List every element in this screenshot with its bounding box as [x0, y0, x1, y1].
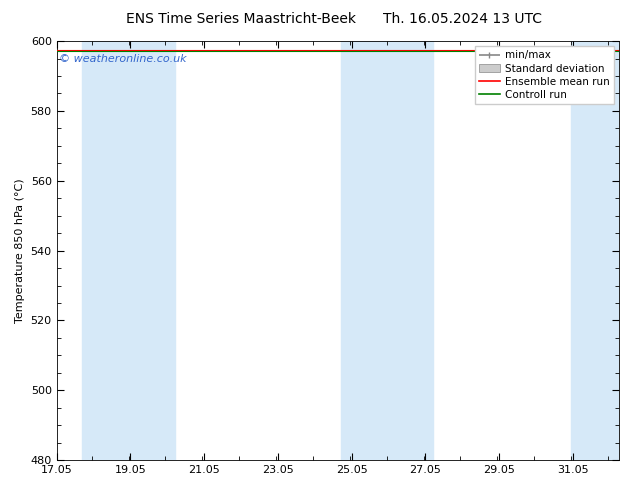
Text: ENS Time Series Maastricht-Beek: ENS Time Series Maastricht-Beek — [126, 12, 356, 26]
Legend: min/max, Standard deviation, Ensemble mean run, Controll run: min/max, Standard deviation, Ensemble me… — [475, 46, 614, 104]
Text: © weatheronline.co.uk: © weatheronline.co.uk — [60, 53, 187, 64]
Y-axis label: Temperature 850 hPa (°C): Temperature 850 hPa (°C) — [15, 178, 25, 323]
Bar — [571, 41, 626, 460]
Text: Th. 16.05.2024 13 UTC: Th. 16.05.2024 13 UTC — [384, 12, 542, 26]
Bar — [82, 41, 174, 460]
Bar — [340, 41, 433, 460]
